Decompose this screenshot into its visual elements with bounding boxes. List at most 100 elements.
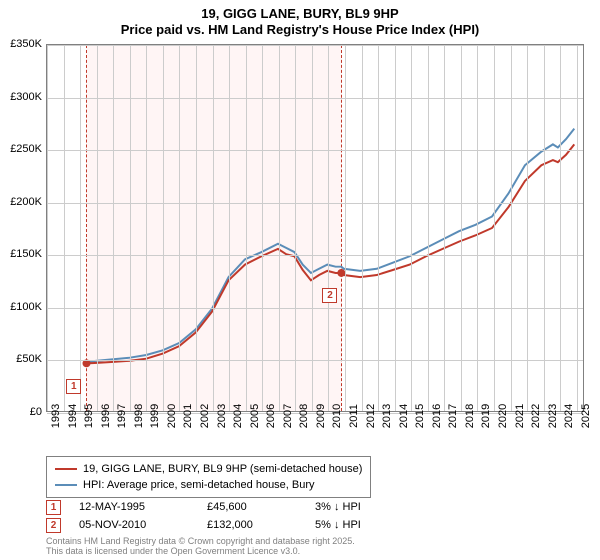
- xtick-label: 2010: [331, 404, 343, 428]
- gridline-v: [444, 45, 445, 411]
- xtick-label: 1994: [67, 404, 79, 428]
- legend-label-2: HPI: Average price, semi-detached house,…: [83, 479, 315, 491]
- gridline-v: [113, 45, 114, 411]
- title-block: 19, GIGG LANE, BURY, BL9 9HP Price paid …: [0, 0, 600, 39]
- xtick-label: 2004: [232, 404, 244, 428]
- gridline-v: [130, 45, 131, 411]
- gridline-v: [262, 45, 263, 411]
- xtick-label: 2025: [580, 404, 592, 428]
- sale-marker-table: 1 12-MAY-1995 £45,600 3% ↓ HPI 2 05-NOV-…: [46, 498, 584, 534]
- sale-marker-badge: 2: [322, 288, 337, 303]
- plot-area: 12: [46, 44, 584, 412]
- gridline-v: [246, 45, 247, 411]
- xtick-label: 2013: [381, 404, 393, 428]
- xtick-label: 2024: [563, 404, 575, 428]
- marker-price-1: £45,600: [207, 501, 297, 513]
- ytick-label: £200K: [10, 196, 42, 208]
- gridline-v: [560, 45, 561, 411]
- gridline-v: [312, 45, 313, 411]
- xtick-label: 1999: [149, 404, 161, 428]
- footnote: Contains HM Land Registry data © Crown c…: [46, 536, 586, 557]
- xtick-label: 2016: [431, 404, 443, 428]
- xtick-label: 2006: [265, 404, 277, 428]
- gridline-v: [196, 45, 197, 411]
- gridline-v: [411, 45, 412, 411]
- gridline-h: [47, 98, 583, 99]
- gridline-v: [577, 45, 578, 411]
- legend-row-1: 19, GIGG LANE, BURY, BL9 9HP (semi-detac…: [55, 461, 362, 477]
- ytick-label: £150K: [10, 248, 42, 260]
- marker-hpi-1: 3% ↓ HPI: [315, 501, 425, 513]
- gridline-h: [47, 360, 583, 361]
- xtick-label: 2020: [497, 404, 509, 428]
- xtick-label: 1993: [50, 404, 62, 428]
- gridline-h: [47, 255, 583, 256]
- xtick-label: 2014: [398, 404, 410, 428]
- ytick-label: £0: [30, 406, 42, 418]
- series-legend: 19, GIGG LANE, BURY, BL9 9HP (semi-detac…: [46, 456, 371, 498]
- legend-row-2: HPI: Average price, semi-detached house,…: [55, 477, 362, 493]
- gridline-v: [461, 45, 462, 411]
- xtick-label: 2005: [249, 404, 261, 428]
- gridline-v: [345, 45, 346, 411]
- gridline-v: [64, 45, 65, 411]
- marker-date-1: 12-MAY-1995: [79, 501, 189, 513]
- xtick-label: 1998: [133, 404, 145, 428]
- title-line-1: 19, GIGG LANE, BURY, BL9 9HP: [0, 6, 600, 22]
- xtick-label: 1996: [100, 404, 112, 428]
- gridline-v: [179, 45, 180, 411]
- xtick-label: 2015: [414, 404, 426, 428]
- gridline-v: [378, 45, 379, 411]
- legend-label-1: 19, GIGG LANE, BURY, BL9 9HP (semi-detac…: [83, 463, 362, 475]
- xtick-label: 1997: [116, 404, 128, 428]
- xtick-label: 2022: [530, 404, 542, 428]
- marker-row-2: 2 05-NOV-2010 £132,000 5% ↓ HPI: [46, 516, 584, 534]
- marker-hpi-2: 5% ↓ HPI: [315, 519, 425, 531]
- xtick-label: 2012: [365, 404, 377, 428]
- xtick-label: 2000: [166, 404, 178, 428]
- footnote-line-2: This data is licensed under the Open Gov…: [46, 546, 586, 556]
- marker-badge-1: 1: [46, 500, 61, 515]
- gridline-h: [47, 308, 583, 309]
- gridline-v: [80, 45, 81, 411]
- gridline-v: [279, 45, 280, 411]
- gridline-h: [47, 150, 583, 151]
- marker-price-2: £132,000: [207, 519, 297, 531]
- marker-date-2: 05-NOV-2010: [79, 519, 189, 531]
- gridline-v: [511, 45, 512, 411]
- xtick-label: 2018: [464, 404, 476, 428]
- series-line: [87, 129, 574, 362]
- gridline-v: [47, 45, 48, 411]
- xtick-label: 2009: [315, 404, 327, 428]
- gridline-v: [494, 45, 495, 411]
- gridline-v: [362, 45, 363, 411]
- xtick-label: 2017: [447, 404, 459, 428]
- ytick-label: £300K: [10, 91, 42, 103]
- xtick-label: 2023: [547, 404, 559, 428]
- marker-badge-2: 2: [46, 518, 61, 533]
- gridline-v: [163, 45, 164, 411]
- ytick-label: £350K: [10, 38, 42, 50]
- gridline-v: [527, 45, 528, 411]
- gridline-v: [295, 45, 296, 411]
- ytick-label: £100K: [10, 301, 42, 313]
- gridline-v: [97, 45, 98, 411]
- xtick-label: 2008: [298, 404, 310, 428]
- gridline-v: [229, 45, 230, 411]
- title-line-2: Price paid vs. HM Land Registry's House …: [0, 22, 600, 38]
- xtick-label: 2019: [480, 404, 492, 428]
- xtick-label: 2007: [282, 404, 294, 428]
- marker-row-1: 1 12-MAY-1995 £45,600 3% ↓ HPI: [46, 498, 584, 516]
- gridline-v: [213, 45, 214, 411]
- gridline-v: [428, 45, 429, 411]
- gridline-h: [47, 45, 583, 46]
- chart-container: 19, GIGG LANE, BURY, BL9 9HP Price paid …: [0, 0, 600, 560]
- series-line: [87, 144, 574, 363]
- ytick-label: £250K: [10, 143, 42, 155]
- gridline-v: [477, 45, 478, 411]
- xtick-label: 1995: [83, 404, 95, 428]
- ytick-label: £50K: [16, 353, 42, 365]
- legend-swatch-1: [55, 468, 77, 470]
- sale-marker-badge: 1: [66, 379, 81, 394]
- gridline-v: [146, 45, 147, 411]
